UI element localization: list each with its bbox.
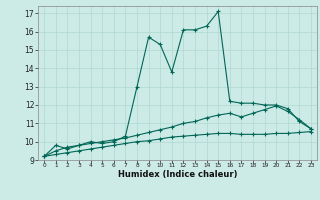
X-axis label: Humidex (Indice chaleur): Humidex (Indice chaleur): [118, 170, 237, 179]
